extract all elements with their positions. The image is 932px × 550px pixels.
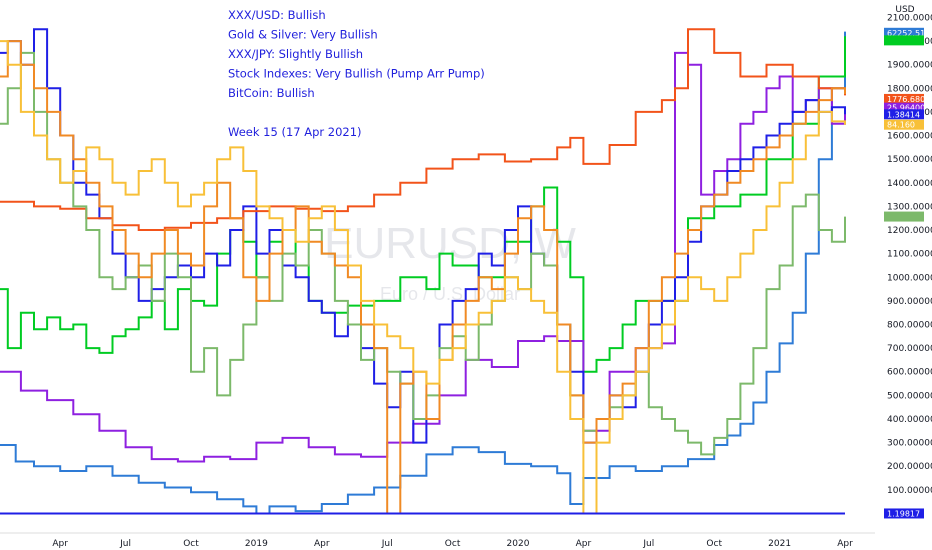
series-layer (0, 28, 846, 515)
x-tick-label-9: Jul (642, 539, 654, 549)
annotation-4: BitCoin: Bullish (228, 86, 315, 100)
y-tick-label: 700.000000 (887, 344, 932, 354)
y-tick-label: 800.000000 (887, 321, 932, 331)
price-badge-2 (884, 93, 924, 104)
series-line-7 (0, 40, 846, 515)
price-badge-3 (884, 102, 924, 113)
price-badge-label-3: 25.96400 (887, 104, 925, 113)
x-tick-label-6: Oct (445, 539, 461, 549)
x-tick-label-3: 2019 (245, 539, 268, 549)
price-badge-label-7: 1.19817 (887, 509, 920, 518)
price-badge-7 (884, 508, 924, 519)
annotation-6: Week 15 (17 Apr 2021) (228, 125, 362, 139)
x-axis-background (0, 533, 932, 550)
x-tick-label-4: Apr (314, 539, 330, 549)
y-tick-label: 1500.000000 (887, 155, 932, 165)
x-tick-label-2: Oct (183, 539, 199, 549)
x-tick-label-10: Oct (706, 539, 722, 549)
y-axis-background (875, 0, 932, 550)
x-tick-label-0: Apr (52, 539, 68, 549)
price-badge-0 (884, 27, 924, 38)
y-axis-currency-label: USD (895, 5, 914, 15)
watermark: EURUSD, W Euro / U.S. Dollar (324, 219, 576, 304)
y-tick-label: 300.000000 (887, 439, 932, 449)
watermark-sub: Euro / U.S. Dollar (380, 284, 520, 304)
watermark-main: EURUSD, W (324, 219, 576, 268)
series-line-1 (0, 36, 846, 373)
y-tick-label: 400.000000 (887, 415, 932, 425)
y-tick-label: 900.000000 (887, 297, 932, 307)
x-tick-label-7: 2020 (507, 539, 530, 549)
y-tick-label: 1900.000000 (887, 61, 932, 71)
y-tick-label: 2100.00000 (887, 13, 932, 23)
x-tick-label-12: Apr (837, 539, 853, 549)
annotations: XXX/USD: Bullish Gold & Silver: Very Bull… (228, 8, 485, 139)
x-tick-label-8: Apr (576, 539, 592, 549)
price-badge-label-2: 1776.68000 (887, 95, 932, 104)
price-badge-label-0: 62252.51 (887, 29, 925, 38)
price-badge-6 (884, 211, 924, 222)
series-line-2 (0, 51, 846, 463)
y-tick-label: 500.000000 (887, 391, 932, 401)
x-tick-label-1: Jul (119, 539, 131, 549)
y-tick-label: 1100.000000 (887, 250, 932, 260)
y-tick-label: 100.000000 (887, 486, 932, 496)
y-tick-label: 600.000000 (887, 368, 932, 378)
price-badge-1 (884, 35, 924, 46)
price-badge-label-5: 84.160 (887, 121, 915, 130)
x-tick-label-11: 2021 (768, 539, 791, 549)
y-tick-label: 1800.000000 (887, 84, 932, 94)
y-tick-label: 200.000000 (887, 462, 932, 472)
price-badge-label-4: 1.38414 (887, 110, 920, 119)
y-tick-label: 1400.000000 (887, 179, 932, 189)
annotation-0: XXX/USD: Bullish (228, 8, 326, 22)
y-tick-label: 1200.000000 (887, 226, 932, 236)
annotation-1: Gold & Silver: Very Bullish (228, 28, 378, 42)
y-axis[interactable]: USD 2100.000002000.0000001900.0000001800… (875, 0, 932, 550)
price-badge-5 (884, 119, 924, 130)
annotation-2: XXX/JPY: Slightly Bullish (228, 47, 363, 61)
x-tick-label-5: Jul (381, 539, 393, 549)
y-tick-label: 1000.000000 (887, 273, 932, 283)
series-line-0 (0, 31, 846, 515)
x-axis[interactable]: Apr Jul Oct 2019 Apr Jul Oct 2020 Apr Jul Oct 2021 A… (0, 532, 932, 550)
series-line-4 (0, 28, 846, 231)
price-badge-4 (884, 109, 924, 120)
y-tick-label: 1300.000000 (887, 202, 932, 212)
y-tick-label: 1600.000000 (887, 132, 932, 142)
annotation-3: Stock Indexes: Very Bullish (Pump Arr Pu… (228, 67, 485, 81)
